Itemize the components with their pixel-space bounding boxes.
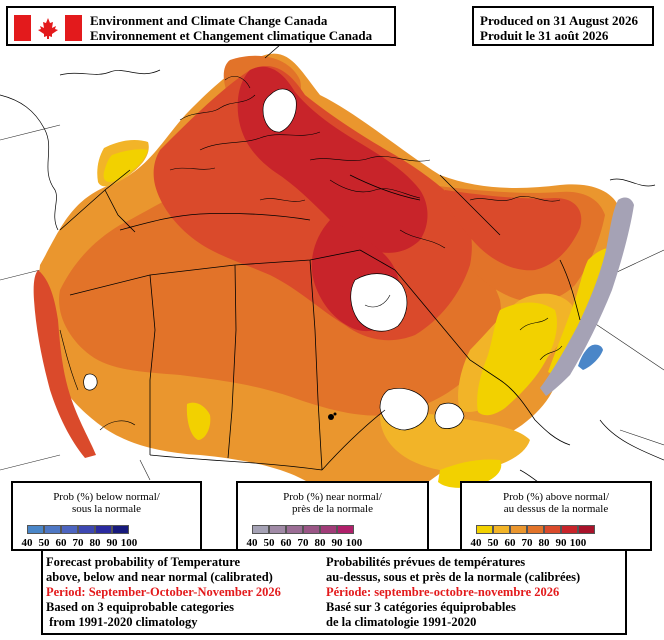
legend-below-swatch: [27, 525, 44, 534]
legend-above-title-fr: au dessus de la normale: [503, 503, 609, 515]
produced-date-en: Produced on 31 August 2026: [480, 13, 638, 28]
legend-below-tick: 80: [89, 537, 101, 549]
description-fr-line: au-dessus, sous et près de la normale (c…: [326, 570, 581, 584]
legend-below-swatch: [44, 525, 61, 534]
legend-below-swatch: [78, 525, 95, 534]
legend-above-swatch: [561, 525, 578, 534]
legend-above-normal: Prob (%) above normal/ au dessus de la n…: [460, 481, 652, 551]
below-normal-40-region: [578, 344, 603, 370]
legend-above-swatch: [527, 525, 544, 534]
legend-below-tick: 90: [106, 537, 118, 549]
description-fr-line: de la climatologie 1991-2020: [326, 615, 477, 629]
legend-below-normal: Prob (%) below normal/ sous la normale 4…: [11, 481, 202, 551]
description-en-line: Forecast probability of Temperature: [46, 555, 241, 569]
legend-near-tick: 90: [331, 537, 343, 549]
legend-below-swatch: [112, 525, 129, 534]
legend-below-tick: 60: [55, 537, 67, 549]
header-title-box: Environment and Climate Change Canada En…: [6, 6, 396, 46]
legend-above-tick: 100: [569, 537, 587, 549]
legend-near-tick: 100: [345, 537, 363, 549]
legend-near-tick: 50: [263, 537, 275, 549]
legend-above-swatch: [476, 525, 493, 534]
legend-above-swatch: [510, 525, 527, 534]
legend-below-swatch: [95, 525, 112, 534]
description-french: Probabilités prévues de températures au-…: [326, 555, 580, 630]
legend-above-swatch: [493, 525, 510, 534]
legend-near-tick: 40: [246, 537, 258, 549]
forecast-description-box: Forecast probability of Temperature abov…: [41, 549, 627, 635]
legend-above-tick: 40: [470, 537, 482, 549]
legend-near-colorbar: [252, 525, 354, 534]
organization-name: Environment and Climate Change Canada En…: [90, 13, 372, 43]
legend-above-tick: 60: [504, 537, 516, 549]
legend-below-tick: 50: [38, 537, 50, 549]
legend-below-ticks: 40 50 60 70 80 90 100: [22, 537, 138, 549]
organization-name-en: Environment and Climate Change Canada: [90, 13, 328, 28]
legend-above-swatch: [544, 525, 561, 534]
legend-near-title-fr: près de la normale: [292, 503, 373, 515]
legend-near-swatch: [252, 525, 269, 534]
legend-below-title-en: Prob (%) below normal/: [53, 491, 160, 503]
legend-near-tick: 80: [314, 537, 326, 549]
description-fr-line: Basé sur 3 catégories équiprobables: [326, 600, 516, 614]
description-en-line: Based on 3 equiprobable categories: [46, 600, 234, 614]
legend-above-tick: 90: [555, 537, 567, 549]
legend-near-swatch: [286, 525, 303, 534]
description-en-period: Period: September-October-November 2026: [46, 585, 281, 599]
legend-near-tick: 60: [280, 537, 292, 549]
legend-above-tick: 80: [538, 537, 550, 549]
legend-near-swatch: [303, 525, 320, 534]
legend-near-tick: 70: [297, 537, 309, 549]
legend-below-tick: 100: [120, 537, 138, 549]
near-normal-40-region: [540, 197, 634, 396]
legend-near-swatch: [320, 525, 337, 534]
legend-near-normal: Prob (%) near normal/ près de la normale…: [236, 481, 429, 551]
description-en-line: from 1991-2020 climatology: [46, 615, 198, 629]
organization-name-fr: Environnement et Changement climatique C…: [90, 28, 373, 43]
legend-below-title-fr: sous la normale: [71, 503, 142, 515]
legend-below-swatch: [61, 525, 78, 534]
description-english: Forecast probability of Temperature abov…: [46, 555, 281, 630]
legend-near-swatch: [337, 525, 354, 534]
legend-near-swatch: [269, 525, 286, 534]
description-fr-line: Probabilités prévues de températures: [326, 555, 526, 569]
legend-below-tick: 40: [21, 537, 33, 549]
legend-above-colorbar: [476, 525, 595, 534]
legend-below-colorbar: [27, 525, 129, 534]
legend-above-swatch: [578, 525, 595, 534]
produced-date-fr: Produit le 31 août 2026: [480, 28, 609, 43]
legend-above-tick: 70: [521, 537, 533, 549]
description-en-line: above, below and near normal (calibrated…: [46, 570, 273, 584]
legend-near-title-en: Prob (%) near normal/: [283, 491, 382, 503]
description-fr-period: Période: septembre-octobre-novembre 2026: [326, 585, 560, 599]
legend-above-title-en: Prob (%) above normal/: [503, 491, 609, 503]
legend-above-tick: 50: [487, 537, 499, 549]
legend-near-ticks: 40 50 60 70 80 90 100: [247, 537, 363, 549]
canada-flag-icon: [14, 15, 82, 41]
production-date-box: Produced on 31 August 2026 Produit le 31…: [472, 6, 654, 46]
legend-below-tick: 70: [72, 537, 84, 549]
legend-above-ticks: 40 50 60 70 80 90 100: [471, 537, 595, 549]
